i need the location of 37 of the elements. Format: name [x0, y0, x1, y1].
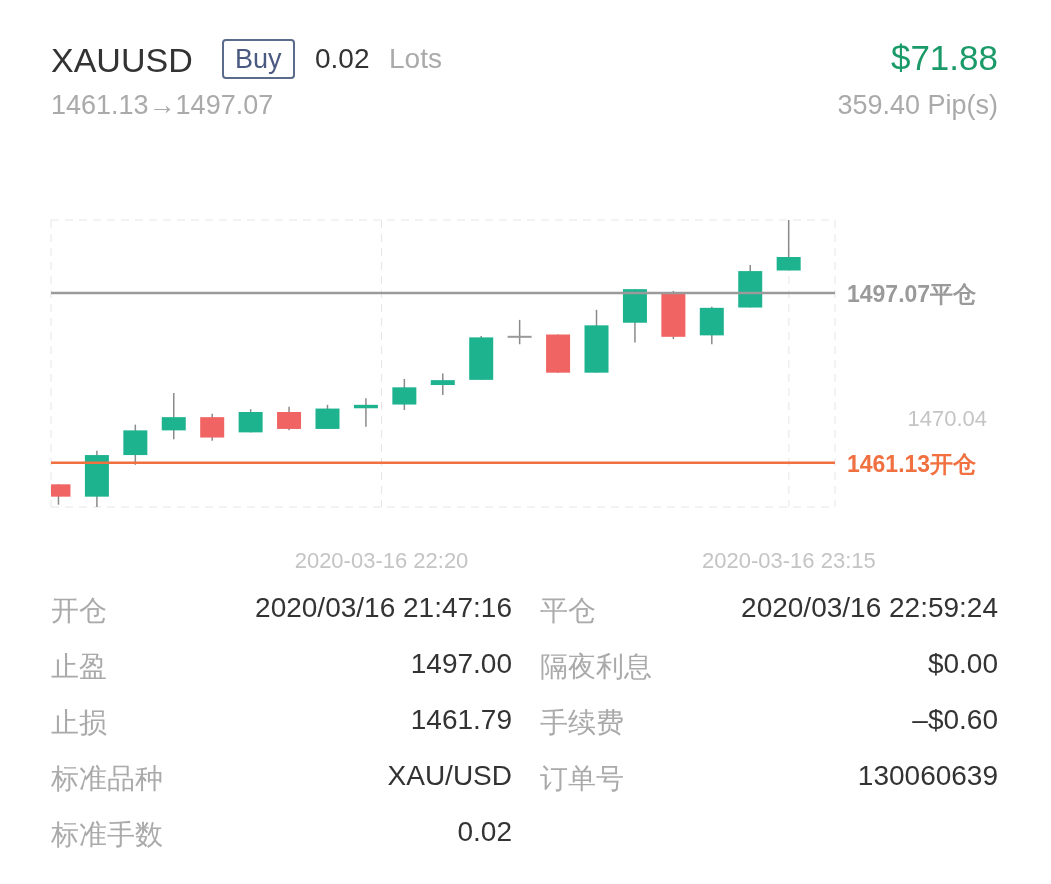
text: 止盈 [51, 650, 107, 684]
text: 2020/03/16 22:59:24 [741, 592, 998, 624]
x-tick-label: 2020-03-16 23:15 [702, 548, 876, 573]
text: XAU/USD [387, 760, 512, 792]
text: 标准手数 [51, 818, 163, 852]
candlestick [430, 372, 455, 396]
chart-subtitle: 1461.13→1497.07 [51, 90, 274, 121]
candlestick [277, 406, 302, 432]
text: Lots [389, 43, 442, 75]
text: $71.88 [890, 38, 998, 78]
x-tick-label: 2020-03-16 22:20 [294, 548, 469, 573]
candlestick [776, 220, 801, 272]
text: 0.02 [457, 816, 512, 848]
text: 止损 [51, 706, 107, 740]
chart-title: XAUUSD [51, 41, 193, 80]
text: 1497.00 [410, 648, 512, 680]
candlestick [315, 404, 340, 430]
text: 订单号 [540, 762, 624, 796]
candlestick [200, 412, 225, 442]
text: 130060639 [857, 760, 998, 792]
text: 开仓 [51, 594, 107, 628]
candlestick [507, 319, 532, 346]
candlestick [392, 378, 417, 411]
text: 0.02 [315, 43, 370, 75]
ref-line-label: 1461.13开仓 [847, 450, 978, 477]
text: 标准品种 [51, 762, 163, 796]
text: 手续费 [540, 706, 624, 740]
text: $0.00 [927, 648, 998, 680]
text: Buy [222, 39, 295, 79]
ref-line-label: 1497.07平仓 [847, 280, 978, 307]
text: 2020/03/16 21:47:16 [255, 592, 512, 624]
text: 1470.04 [907, 406, 987, 432]
text: 隔夜利息 [540, 650, 652, 684]
text: –$0.60 [912, 704, 998, 736]
text: 359.40 Pip(s) [837, 90, 998, 121]
text: 1461.79 [410, 704, 512, 736]
text: 平仓 [540, 594, 596, 628]
